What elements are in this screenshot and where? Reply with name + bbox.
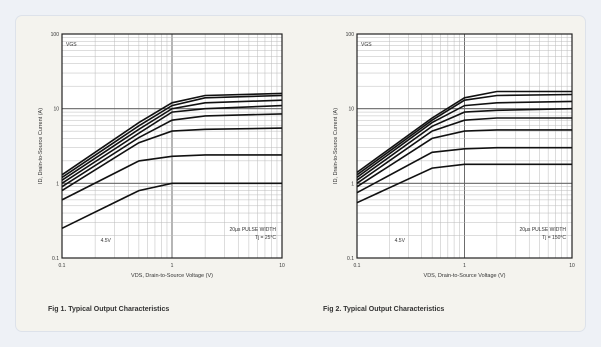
- series-line-1-7: [356, 163, 572, 204]
- y-tick-label: 0.1: [347, 256, 354, 262]
- y-tick-label: 100: [346, 32, 355, 38]
- y-axis-label: ID, Drain-to-Source Current (A): [38, 108, 44, 184]
- series-line-0-6: [61, 154, 282, 201]
- caption-fig-1: Fig 1. Typical Output Characteristics: [48, 306, 170, 313]
- series-line-0-1: [61, 94, 283, 179]
- x-tick-label: 0.1: [59, 263, 66, 269]
- plot-frame-1: [356, 33, 573, 259]
- annotation-junction-temp: Tj = 25°C: [255, 235, 276, 241]
- caption-fig-2: Fig 2. Typical Output Characteristics: [323, 306, 445, 313]
- series-line-1-3: [356, 107, 573, 181]
- y-axis-label: ID, Drain-to-Source Current (A): [333, 108, 339, 184]
- y-tick-label: 1: [351, 181, 354, 187]
- series-line-0-3: [61, 104, 283, 184]
- series-line-1-0: [356, 90, 572, 174]
- annotation-vgs-min: 4.5V: [395, 238, 406, 244]
- annotation-pulse-width: 20µs PULSE WIDTH: [229, 227, 276, 233]
- x-tick-label: 1: [463, 263, 466, 269]
- series-line-0-5: [61, 127, 283, 192]
- x-tick-label: 10: [569, 263, 575, 269]
- series-line-1-2: [356, 100, 573, 179]
- x-tick-label: 1: [171, 263, 174, 269]
- x-axis-label: VDS, Drain-to-Source Voltage (V): [424, 273, 506, 279]
- y-tick-label: 1: [56, 181, 59, 187]
- series-line-0-2: [61, 99, 283, 181]
- x-tick-label: 10: [279, 263, 285, 269]
- plot-frame-0: [61, 33, 283, 259]
- annotation-vgs-legend: VGS: [66, 42, 77, 48]
- annotation-vgs-legend: VGS: [361, 42, 372, 48]
- y-tick-label: 10: [348, 107, 354, 113]
- series-line-0-7: [61, 182, 282, 230]
- annotation-vgs-min: 4.5V: [101, 238, 112, 244]
- x-tick-label: 0.1: [354, 263, 361, 269]
- series-line-1-6: [356, 146, 572, 194]
- series-line-1-5: [356, 129, 572, 188]
- y-tick-label: 0.1: [52, 256, 59, 262]
- series-line-1-4: [356, 117, 572, 184]
- series-line-0-4: [61, 113, 283, 188]
- annotation-pulse-width: 20µs PULSE WIDTH: [519, 227, 566, 233]
- y-tick-label: 100: [51, 32, 60, 38]
- series-line-0-0: [61, 92, 283, 176]
- series-line-1-1: [356, 93, 573, 176]
- annotation-junction-temp: Tj = 150°C: [542, 235, 566, 241]
- x-axis-label: VDS, Drain-to-Source Voltage (V): [131, 273, 213, 279]
- y-tick-label: 10: [53, 107, 59, 113]
